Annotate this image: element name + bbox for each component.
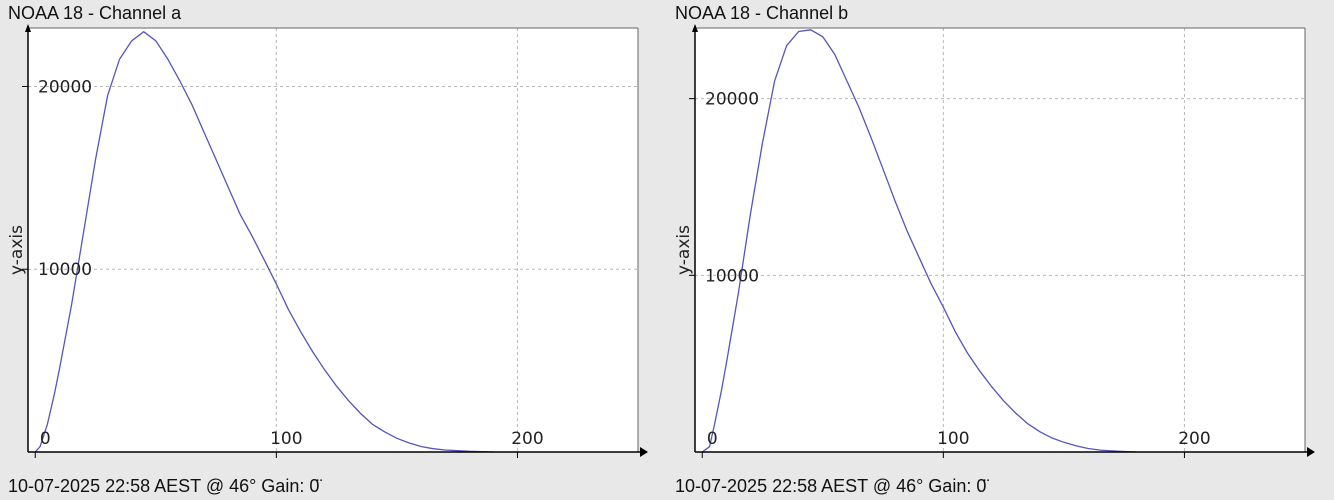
x-tick-label-100: 100 <box>270 429 302 449</box>
x-tick-label-0: 0 <box>40 429 51 449</box>
series-line-0 <box>701 29 1137 453</box>
x-tick-label-200: 200 <box>1178 429 1210 449</box>
x-axis-arrow <box>640 447 648 457</box>
y-tick-label-10000: 10000 <box>705 266 759 286</box>
y-axis-arrow <box>25 24 31 32</box>
chart-title: NOAA 18 - Channel b <box>675 3 849 23</box>
y-axis-arrow <box>692 24 698 32</box>
plot-area: 0 100 200 10000 20000 y-axis <box>674 24 1315 458</box>
y-axis-label: y-axis <box>674 225 694 275</box>
chart-title: NOAA 18 - Channel a <box>8 3 182 23</box>
x-axis-arrow <box>1307 447 1315 457</box>
pass-info-footer: 10-07-2025 22:58 AEST @ 46° Gain: 0̈ <box>675 476 987 496</box>
series-line-0 <box>34 30 494 453</box>
y-tick-label-10000: 10000 <box>38 260 92 280</box>
x-tick-label-100: 100 <box>937 429 969 449</box>
y-tick-label-20000: 20000 <box>705 90 759 110</box>
chart-panel-a: NOAA 18 - Channel a 0 100 200 10000 20000 y-a… <box>0 0 650 500</box>
plot-area: 0 100 200 10000 20000 y-axis <box>7 24 648 458</box>
x-tick-label-200: 200 <box>511 429 543 449</box>
plot-background <box>28 28 638 452</box>
y-tick-label-20000: 20000 <box>38 77 92 97</box>
chart-panel-b: NOAA 18 - Channel b 0 100 200 10000 20000 y-a… <box>667 0 1317 500</box>
y-axis-label: y-axis <box>7 225 27 275</box>
pass-info-footer: 10-07-2025 22:58 AEST @ 46° Gain: 0̈ <box>8 476 320 496</box>
plot-background <box>695 28 1305 452</box>
x-tick-label-0: 0 <box>707 429 718 449</box>
